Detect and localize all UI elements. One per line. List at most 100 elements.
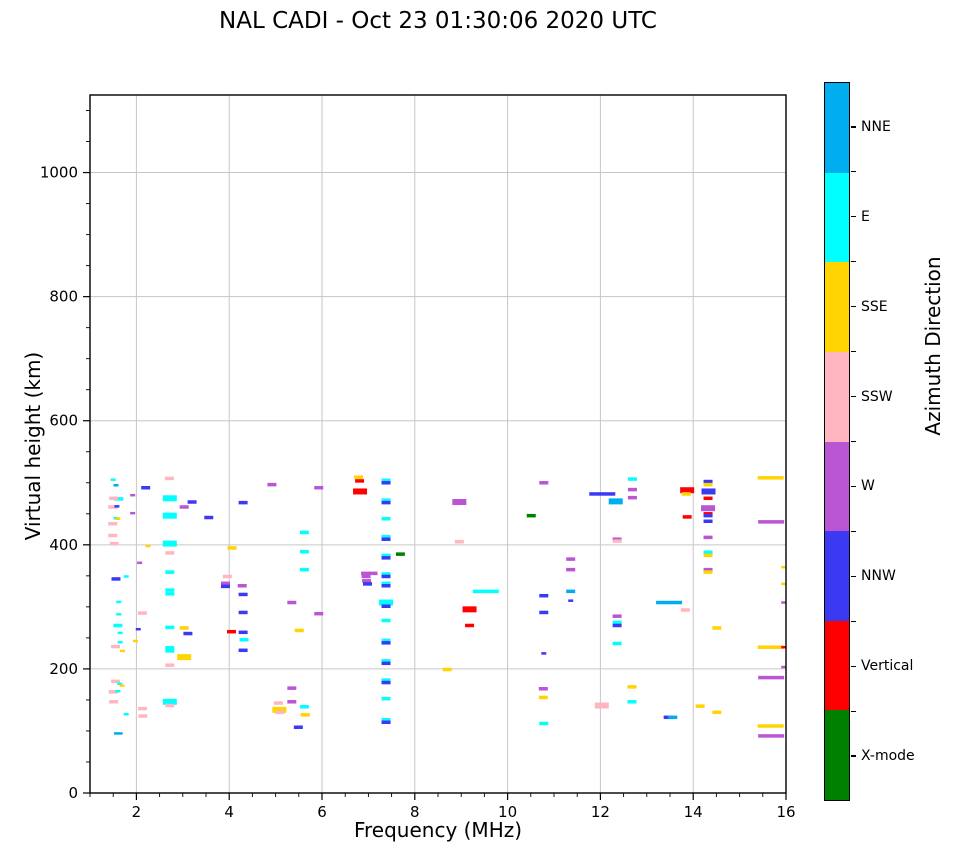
data-point-e [162,540,177,547]
data-point-nnw [238,630,248,635]
data-point-ssw [594,702,609,709]
colorbar-boundary-tick [851,351,856,353]
data-point-e [299,549,309,554]
data-point-sse [272,706,287,713]
data-point-ssw [612,539,622,543]
data-point-sse [294,628,304,633]
data-point-ssw [222,574,232,579]
data-point-w [758,675,785,680]
data-point-w [703,535,713,540]
data-point-nnw [381,680,391,685]
data-point-e [612,620,622,625]
y-tick-label: 1000 [40,164,78,182]
colorbar-boundary-tick [851,620,856,622]
data-point-e [113,623,123,628]
data-point-w [362,579,372,583]
colorbar-boundary-tick [851,261,856,263]
data-point-sse [757,724,784,728]
data-point-nnw [381,481,391,485]
data-point-nnw [381,574,391,579]
data-point-e [117,682,123,686]
x-tick-label: 2 [132,803,142,821]
y-tick-label: 400 [49,536,78,554]
data-point-e [114,497,124,501]
colorbar-entry-label-vertical: Vertical [861,658,914,675]
data-point-w [287,700,297,704]
colorbar-boundary-tick [851,710,856,712]
data-point-ssw [108,533,118,538]
data-point-vertical [781,645,787,649]
data-point-e [612,641,622,646]
data-point-sse [703,553,713,558]
data-point-e [165,588,175,592]
data-point-ssw [137,706,147,711]
data-point-e [165,646,175,650]
colorbar-segment-nnw [825,531,849,621]
data-point-vertical [355,479,365,483]
data-point-nnw [612,623,622,628]
data-point-e [381,696,391,701]
data-point-e [381,678,391,682]
data-point-sse [132,639,138,643]
colorbar-entry-label-e: E [861,208,870,225]
data-point-w [758,520,785,524]
data-point-e [472,589,499,594]
data-point-sse [119,684,125,687]
data-point-e [381,478,391,483]
data-point-w [612,537,622,541]
data-point-e [115,689,121,693]
colorbar-label-tick [851,755,856,757]
data-point-nnw [703,519,713,523]
data-point-sse [681,492,691,496]
data-point-e [165,649,175,653]
data-point-nnw [135,627,141,631]
data-point-e [381,659,391,663]
data-point-x-mode [395,552,405,556]
data-point-nnw [703,513,713,518]
x-tick-label: 16 [776,803,795,821]
colorbar-label-tick [851,575,856,577]
colorbar-entry-label-x-mode: X-mode [861,748,915,765]
data-point-e [299,567,309,572]
data-point-e [123,575,129,578]
data-point-e [165,625,175,630]
data-point-e [162,512,177,519]
colorbar-entry-label-sse: SSE [861,298,888,315]
data-point-w [361,574,371,579]
data-point-w [368,571,378,576]
x-tick-label: 4 [224,803,234,821]
data-point-w [220,581,230,586]
data-point-nnw [381,556,391,560]
x-tick-label: 12 [591,803,610,821]
data-point-ssw [108,521,118,526]
data-point-w [781,665,787,669]
data-point-nnw [183,631,193,636]
data-point-w [287,600,297,605]
y-tick-label: 0 [68,784,78,802]
data-point-vertical [703,512,713,516]
x-tick-label: 8 [410,803,420,821]
data-point-e [627,700,637,704]
data-point-ssw [165,703,175,708]
data-point-ssw [109,700,119,704]
data-point-sse [354,475,364,479]
data-point-nnw [220,584,230,589]
data-point-e [381,553,391,558]
data-point-e [381,638,391,643]
data-point-e [379,599,394,606]
colorbar-segment-sse [825,262,849,352]
data-point-w [781,601,787,604]
data-point-nnw [568,599,574,602]
y-tick-label: 200 [49,660,78,678]
data-point-sse [179,626,189,630]
data-point-nne [608,498,623,505]
colorbar-entry-label-ssw: SSW [861,388,893,405]
colorbar-title: Azimuth Direction [921,256,945,436]
data-point-sse [703,482,713,487]
colorbar-entry-label-nne: NNE [861,118,891,135]
data-point-vertical [703,496,713,501]
data-point-w [179,505,189,509]
data-point-e [381,581,391,586]
